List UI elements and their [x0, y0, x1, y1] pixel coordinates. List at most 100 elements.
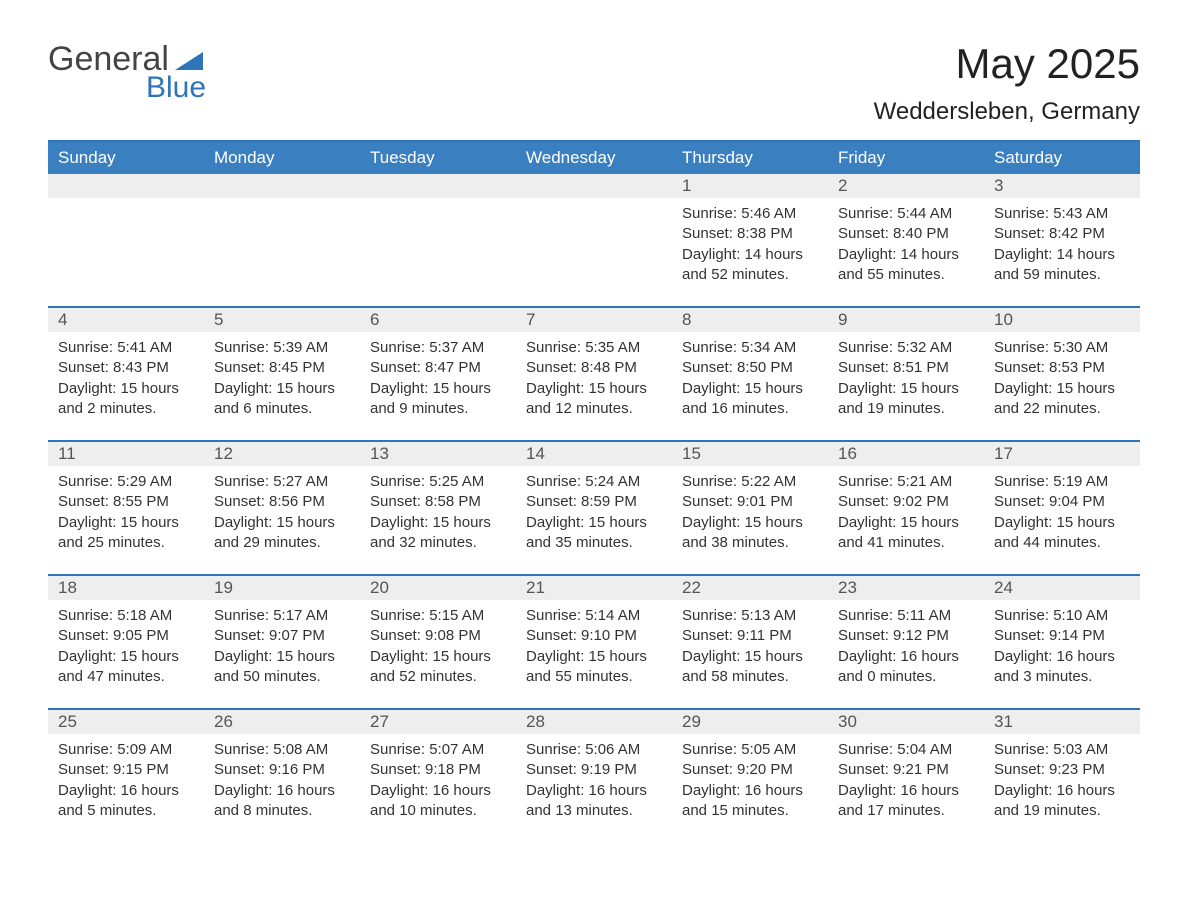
day-cell: Sunrise: 5:27 AMSunset: 8:56 PMDaylight:… — [204, 466, 360, 574]
sunrise-text: Sunrise: 5:07 AM — [370, 740, 506, 760]
day-header-thursday: Thursday — [672, 142, 828, 174]
sunrise-text: Sunrise: 5:34 AM — [682, 338, 818, 358]
daylight-text: Daylight: 16 hours and 15 minutes. — [682, 781, 818, 822]
sunrise-text: Sunrise: 5:04 AM — [838, 740, 974, 760]
sunrise-text: Sunrise: 5:29 AM — [58, 472, 194, 492]
daylight-text: Daylight: 15 hours and 32 minutes. — [370, 513, 506, 554]
day-cells-row: Sunrise: 5:18 AMSunset: 9:05 PM Daylight:… — [48, 600, 1140, 708]
sunrise-text: Sunrise: 5:37 AM — [370, 338, 506, 358]
day-number: 30 — [828, 710, 984, 734]
day-number: 15 — [672, 442, 828, 466]
sunset-text: Sunset: 8:43 PM — [58, 358, 194, 378]
daylight-text: Daylight: 16 hours and 5 minutes. — [58, 781, 194, 822]
daylight-text: Daylight: 16 hours and 3 minutes. — [994, 647, 1130, 688]
day-number: 22 — [672, 576, 828, 600]
sunset-text: Sunset: 9:16 PM — [214, 760, 350, 780]
sunrise-text: Sunrise: 5:24 AM — [526, 472, 662, 492]
sunrise-text: Sunrise: 5:13 AM — [682, 606, 818, 626]
daylight-text: Daylight: 16 hours and 8 minutes. — [214, 781, 350, 822]
day-cell: Sunrise: 5:14 AMSunset: 9:10 PMDaylight:… — [516, 600, 672, 708]
day-cell: Sunrise: 5:09 AMSunset: 9:15 PMDaylight:… — [48, 734, 204, 842]
day-cell: Sunrise: 5:29 AMSunset: 8:55 PMDaylight:… — [48, 466, 204, 574]
daylight-text: Daylight: 15 hours and 19 minutes. — [838, 379, 974, 420]
day-number: 23 — [828, 576, 984, 600]
daylight-text: Daylight: 15 hours and 12 minutes. — [526, 379, 662, 420]
daylight-text: Daylight: 15 hours and 58 minutes. — [682, 647, 818, 688]
day-cell: Sunrise: 5:32 AMSunset: 8:51 PMDaylight:… — [828, 332, 984, 440]
sunrise-text: Sunrise: 5:44 AM — [838, 204, 974, 224]
day-number: 21 — [516, 576, 672, 600]
day-number: 27 — [360, 710, 516, 734]
sunset-text: Sunset: 9:15 PM — [58, 760, 194, 780]
sunset-text: Sunset: 9:20 PM — [682, 760, 818, 780]
day-number: 12 — [204, 442, 360, 466]
day-cell: Sunrise: 5:30 AMSunset: 8:53 PMDaylight:… — [984, 332, 1140, 440]
daylight-text: Daylight: 15 hours and 50 minutes. — [214, 647, 350, 688]
day-cell: Sunrise: 5:05 AMSunset: 9:20 PMDaylight:… — [672, 734, 828, 842]
sunset-text: Sunset: 8:51 PM — [838, 358, 974, 378]
day-number: 19 — [204, 576, 360, 600]
day-number-row: 11121314151617 — [48, 442, 1140, 466]
day-number: 20 — [360, 576, 516, 600]
sunset-text: Sunset: 9:11 PM — [682, 626, 818, 646]
week-row: 18192021222324Sunrise: 5:18 AMSunset: 9:… — [48, 574, 1140, 708]
day-number — [48, 174, 204, 198]
sunrise-text: Sunrise: 5:39 AM — [214, 338, 350, 358]
logo-text-blue: Blue — [146, 71, 206, 105]
sunset-text: Sunset: 8:40 PM — [838, 224, 974, 244]
day-cell — [516, 198, 672, 306]
sunset-text: Sunset: 8:53 PM — [994, 358, 1130, 378]
sunset-text: Sunset: 9:05 PM — [58, 626, 194, 646]
day-cells-row: Sunrise: 5:29 AMSunset: 8:55 PMDaylight:… — [48, 466, 1140, 574]
sunset-text: Sunset: 9:01 PM — [682, 492, 818, 512]
day-number: 29 — [672, 710, 828, 734]
daylight-text: Daylight: 15 hours and 22 minutes. — [994, 379, 1130, 420]
sunrise-text: Sunrise: 5:46 AM — [682, 204, 818, 224]
day-number-row: 18192021222324 — [48, 576, 1140, 600]
day-number: 8 — [672, 308, 828, 332]
location-label: Weddersleben, Germany — [874, 98, 1140, 126]
day-cell: Sunrise: 5:44 AMSunset: 8:40 PMDaylight:… — [828, 198, 984, 306]
sunrise-text: Sunrise: 5:18 AM — [58, 606, 194, 626]
day-cell: Sunrise: 5:43 AMSunset: 8:42 PMDaylight:… — [984, 198, 1140, 306]
day-cell — [204, 198, 360, 306]
sunset-text: Sunset: 8:50 PM — [682, 358, 818, 378]
daylight-text: Daylight: 15 hours and 52 minutes. — [370, 647, 506, 688]
daylight-text: Daylight: 15 hours and 38 minutes. — [682, 513, 818, 554]
daylight-text: Daylight: 14 hours and 55 minutes. — [838, 245, 974, 286]
day-cell: Sunrise: 5:24 AMSunset: 8:59 PMDaylight:… — [516, 466, 672, 574]
day-cell: Sunrise: 5:08 AMSunset: 9:16 PMDaylight:… — [204, 734, 360, 842]
sunset-text: Sunset: 8:42 PM — [994, 224, 1130, 244]
day-cell: Sunrise: 5:11 AMSunset: 9:12 PMDaylight:… — [828, 600, 984, 708]
day-header-row: Sunday Monday Tuesday Wednesday Thursday… — [48, 142, 1140, 174]
sunset-text: Sunset: 9:12 PM — [838, 626, 974, 646]
sunset-text: Sunset: 9:04 PM — [994, 492, 1130, 512]
sunset-text: Sunset: 9:10 PM — [526, 626, 662, 646]
sunset-text: Sunset: 9:19 PM — [526, 760, 662, 780]
day-number: 17 — [984, 442, 1140, 466]
day-number: 24 — [984, 576, 1140, 600]
sunset-text: Sunset: 8:58 PM — [370, 492, 506, 512]
day-cell: Sunrise: 5:13 AMSunset: 9:11 PMDaylight:… — [672, 600, 828, 708]
sunrise-text: Sunrise: 5:27 AM — [214, 472, 350, 492]
day-cell: Sunrise: 5:06 AMSunset: 9:19 PMDaylight:… — [516, 734, 672, 842]
sunrise-text: Sunrise: 5:10 AM — [994, 606, 1130, 626]
day-number — [516, 174, 672, 198]
day-cells-row: Sunrise: 5:09 AMSunset: 9:15 PMDaylight:… — [48, 734, 1140, 842]
day-header-wednesday: Wednesday — [516, 142, 672, 174]
day-number-row: 45678910 — [48, 308, 1140, 332]
day-header-saturday: Saturday — [984, 142, 1140, 174]
day-number: 28 — [516, 710, 672, 734]
day-header-tuesday: Tuesday — [360, 142, 516, 174]
day-cell: Sunrise: 5:21 AMSunset: 9:02 PMDaylight:… — [828, 466, 984, 574]
day-number: 14 — [516, 442, 672, 466]
daylight-text: Daylight: 15 hours and 29 minutes. — [214, 513, 350, 554]
day-cell: Sunrise: 5:04 AMSunset: 9:21 PMDaylight:… — [828, 734, 984, 842]
sunset-text: Sunset: 9:08 PM — [370, 626, 506, 646]
day-number: 9 — [828, 308, 984, 332]
daylight-text: Daylight: 15 hours and 35 minutes. — [526, 513, 662, 554]
day-cell — [360, 198, 516, 306]
title-block: May 2025 Weddersleben, Germany — [874, 40, 1140, 126]
daylight-text: Daylight: 16 hours and 19 minutes. — [994, 781, 1130, 822]
day-cell: Sunrise: 5:03 AMSunset: 9:23 PMDaylight:… — [984, 734, 1140, 842]
